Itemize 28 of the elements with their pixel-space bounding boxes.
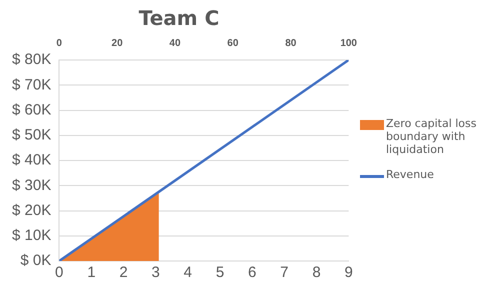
x-tick-label: 5 bbox=[216, 264, 224, 282]
x-tick-label: 1 bbox=[87, 264, 96, 282]
x2-tick-label: 100 bbox=[340, 38, 358, 49]
y-tick-label: $ 50K bbox=[12, 126, 52, 144]
y-tick-label: $ 40K bbox=[12, 152, 52, 169]
legend-label: Revenue bbox=[386, 168, 434, 180]
y-tick-label: $ 70K bbox=[12, 76, 52, 94]
chart-title: Team C bbox=[138, 6, 220, 30]
y-tick-label: $ 20K bbox=[12, 202, 52, 219]
x2-tick-label: 40 bbox=[169, 38, 181, 49]
legend-label: Zero capital loss boundary with liquidation bbox=[386, 116, 478, 156]
y-tick-label: $ 60K bbox=[12, 101, 52, 118]
y-tick-label: $ 80K bbox=[12, 51, 52, 68]
y-tick-label: $ 0K bbox=[20, 252, 52, 270]
x2-tick-label: 0 bbox=[56, 38, 62, 49]
y-tick-label: $ 10K bbox=[12, 227, 52, 244]
x-tick-label: 9 bbox=[344, 264, 353, 282]
x-tick-label: 2 bbox=[119, 264, 128, 282]
x2-tick-label: 20 bbox=[112, 38, 124, 49]
x-tick-label: 7 bbox=[280, 264, 289, 282]
x-tick-label: 3 bbox=[152, 264, 160, 282]
x-tick-label: 6 bbox=[248, 264, 256, 282]
x2-tick-label: 60 bbox=[227, 38, 239, 49]
x-tick-label: 8 bbox=[312, 264, 321, 282]
y-tick-label: $ 30K bbox=[12, 176, 52, 194]
x-tick-label: 4 bbox=[184, 264, 192, 282]
x2-tick-label: 80 bbox=[285, 38, 297, 49]
x-tick-label: 0 bbox=[55, 264, 64, 282]
